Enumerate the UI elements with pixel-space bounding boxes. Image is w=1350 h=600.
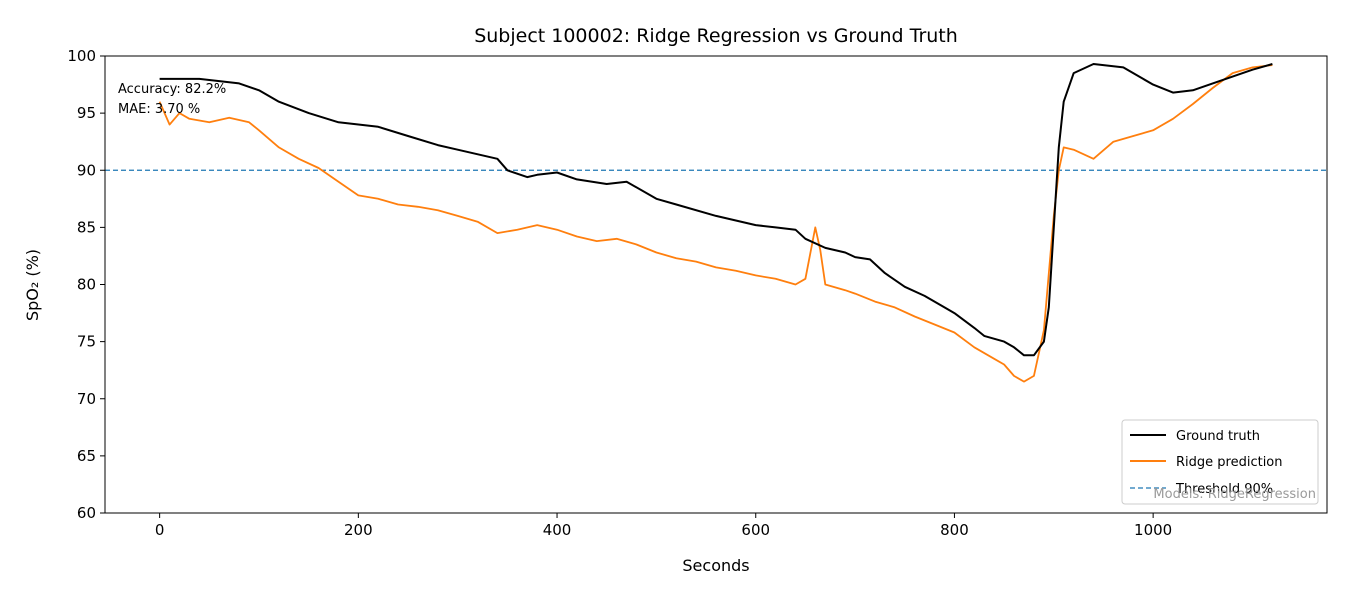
chart-title: Subject 100002: Ridge Regression vs Grou… — [474, 25, 958, 47]
plot-area-frame — [104, 55, 1328, 514]
series-line-ground-truth — [159, 63, 1273, 357]
y-tick-label: 90 — [77, 161, 96, 179]
legend-label-ridge-prediction: Ridge prediction — [1176, 455, 1283, 470]
x-tick-label: 200 — [344, 521, 373, 539]
y-tick-label: 100 — [67, 47, 96, 65]
series-line-ridge-prediction — [158, 64, 1273, 383]
x-axis-label: Seconds — [682, 556, 749, 575]
x-tick-label: 600 — [741, 521, 770, 539]
x-tick-label: 0 — [155, 521, 165, 539]
x-tick-label: 400 — [543, 521, 572, 539]
x-tick-label: 1000 — [1134, 521, 1172, 539]
legend-box — [1121, 419, 1319, 505]
models-watermark: Models: RidgeRegression — [1153, 487, 1316, 502]
y-tick-label: 70 — [77, 390, 96, 408]
mae-annotation: MAE: 3.70 % — [118, 102, 200, 117]
y-tick-label: 95 — [77, 104, 96, 122]
y-tick-label: 80 — [77, 276, 96, 294]
y-tick-label: 75 — [77, 333, 96, 351]
legend: Ground truth Ridge prediction Threshold … — [1121, 419, 1319, 505]
y-axis-label: SpO₂ (%) — [23, 249, 42, 321]
x-tick-label: 800 — [940, 521, 969, 539]
y-tick-label: 85 — [77, 218, 96, 236]
accuracy-annotation: Accuracy: 82.2% — [118, 82, 226, 97]
legend-label-ground-truth: Ground truth — [1176, 429, 1260, 444]
legend-label-threshold: Threshold 90% — [1175, 482, 1273, 497]
y-tick-label: 60 — [77, 504, 96, 522]
y-tick-label: 65 — [77, 447, 96, 465]
